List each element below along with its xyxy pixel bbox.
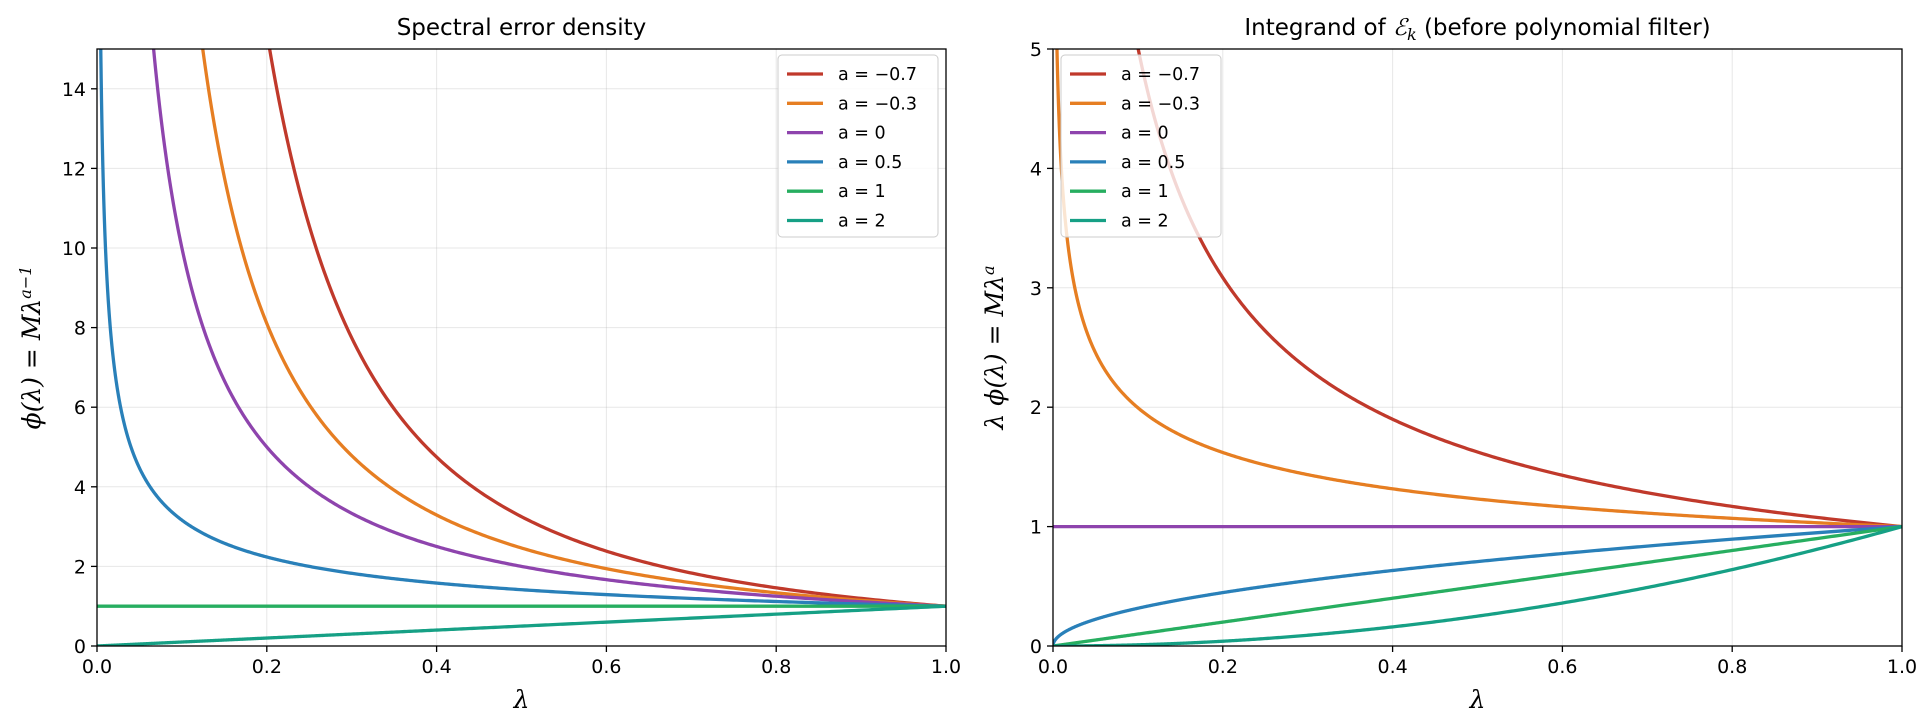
- y-tick-label: 4: [1030, 158, 1042, 180]
- y-axis-label-main: ϕ(λ) = Mλ: [17, 299, 46, 430]
- y-tick-label: 2: [74, 556, 86, 578]
- series-line-0: [267, 49, 946, 608]
- legend: a = −0.7 a = −0.3 a = 0 a = 0.5 a = 1 a = 2: [1060, 54, 1222, 238]
- y-tick-label: 3: [1030, 278, 1042, 300]
- legend-label: a = 0: [838, 124, 886, 144]
- series-line-1: [201, 49, 946, 608]
- chart-spectral-error-density: 0.0 0.2 0.4 0.6 0.8 1.0 0 2 4 6 8 10 12 14 Spectral e…: [16, 15, 961, 714]
- legend-label: a = −0.7: [838, 65, 917, 85]
- axes-frame: [1052, 48, 1903, 647]
- chart-title: Spectral error density: [397, 15, 647, 41]
- x-tick-label: 0.2: [252, 656, 282, 678]
- x-tick-label: 1.0: [931, 656, 961, 678]
- x-axis-label: λ: [1469, 685, 1486, 714]
- x-tick-label: 0.0: [82, 656, 112, 678]
- chart-title: Integrand of ℰk (before polynomial filte…: [1244, 15, 1710, 44]
- chart-title-suffix: (before polynomial filter): [1417, 15, 1711, 41]
- series-line-3: [99, 49, 946, 608]
- legend-label: a = 2: [1121, 212, 1169, 232]
- axes-frame: [96, 48, 947, 647]
- legend-label: a = 1: [838, 182, 886, 202]
- y-axis-label: λ ϕ(λ) = Mλa: [979, 265, 1009, 430]
- legend: a = −0.7 a = −0.3 a = 0 a = 0.5 a = 1 a = 2: [777, 54, 939, 238]
- plot-area: [97, 49, 946, 646]
- x-tick-label: 1.0: [1887, 656, 1917, 678]
- legend-label: a = 2: [838, 212, 886, 232]
- x-tick-label: 0.0: [1038, 656, 1068, 678]
- y-tick-label: 4: [74, 477, 86, 499]
- series-line-5: [97, 604, 946, 646]
- y-tick-label: 6: [74, 397, 86, 419]
- x-tick-label: 0.4: [1377, 656, 1407, 678]
- y-tick-label: 10: [62, 238, 86, 260]
- y-tick-label: 8: [74, 318, 86, 340]
- x-tick-label: 0.8: [761, 656, 791, 678]
- x-tick-label: 0.2: [1208, 656, 1238, 678]
- chart-integrand: 0.0 0.2 0.4 0.6 0.8 1.0 0 1 2 3 4 5 Integrand of ℰk…: [979, 15, 1917, 714]
- legend-label: a = 0.5: [838, 153, 902, 173]
- series-line-3: [1053, 524, 1902, 646]
- y-axis-label-exponent: a: [979, 265, 998, 275]
- y-tick-label: 1: [1030, 517, 1042, 539]
- legend-label: a = −0.3: [1121, 94, 1200, 114]
- legend-label: a = 1: [1121, 182, 1169, 202]
- y-axis-label: ϕ(λ) = Mλa−1: [16, 266, 46, 430]
- legend-label: a = 0.5: [1121, 153, 1185, 173]
- y-axis-label-exponent: a−1: [16, 266, 35, 299]
- x-tick-label: 0.4: [421, 656, 451, 678]
- y-tick-label: 2: [1030, 397, 1042, 419]
- y-tick-label: 0: [74, 636, 86, 658]
- x-tick-label: 0.6: [1547, 656, 1577, 678]
- y-axis-label-main: λ ϕ(λ) = Mλ: [980, 275, 1009, 430]
- series-line-4: [1053, 524, 1902, 646]
- legend-label: a = −0.7: [1121, 65, 1200, 85]
- legend-label: a = 0: [1121, 124, 1169, 144]
- series-line-1: [1055, 49, 1902, 529]
- chart-title-symbol: ℰ: [1393, 15, 1409, 41]
- y-tick-label: 5: [1030, 39, 1042, 61]
- x-axis-label: λ: [513, 685, 530, 714]
- series-line-2: [151, 49, 946, 608]
- y-tick-label: 14: [62, 79, 86, 101]
- y-tick-label: 0: [1030, 636, 1042, 658]
- legend-label: a = −0.3: [838, 94, 917, 114]
- chart-title-text: Integrand of: [1244, 15, 1393, 41]
- axis-ticks: 0.0 0.2 0.4 0.6 0.8 1.0 0 1 2 3 4 5: [1030, 39, 1917, 678]
- axis-ticks: 0.0 0.2 0.4 0.6 0.8 1.0 0 2 4 6 8 10 12 14: [62, 79, 961, 678]
- x-tick-label: 0.8: [1717, 656, 1747, 678]
- chart-title-subscript: k: [1407, 25, 1417, 44]
- y-tick-label: 12: [62, 158, 86, 180]
- x-tick-label: 0.6: [591, 656, 621, 678]
